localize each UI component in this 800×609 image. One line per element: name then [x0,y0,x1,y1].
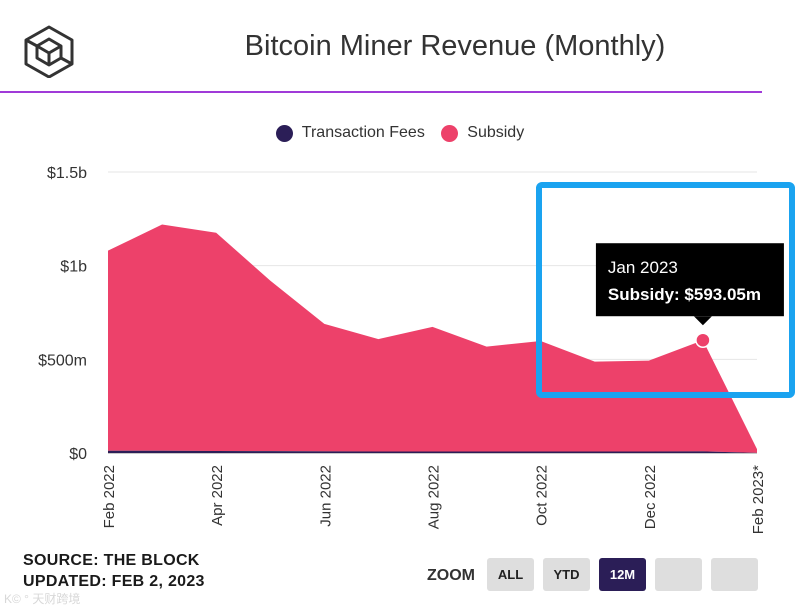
hover-point-marker[interactable] [695,332,711,348]
the-block-logo-icon [24,25,74,78]
y-tick-label: $1.5b [47,165,87,182]
zoom-12m-button[interactable]: 12M [599,558,646,591]
legend-label-subsidy: Subsidy [467,124,525,141]
zoom-all-button[interactable]: ALL [487,558,534,591]
series-area-transaction-fees[interactable] [108,450,757,453]
title-divider [0,91,762,93]
zoom-ytd-button[interactable]: YTD [543,558,590,591]
tooltip-arrow [693,316,712,326]
chart-legend: Transaction Fees Subsidy [0,124,800,147]
tooltip-title: Jan 2023 [608,258,678,277]
watermark: K© ° 天财跨境 [4,592,81,606]
x-tick-label: Aug 2022 [426,465,443,529]
zoom-label: ZOOM [427,567,475,584]
page-title: Bitcoin Miner Revenue (Monthly) [244,30,666,62]
legend-item-transaction-fees[interactable]: Transaction Fees [275,124,425,142]
x-tick-label: Apr 2022 [209,465,226,526]
x-tick-label: Oct 2022 [534,465,551,526]
x-tick-label: Jun 2022 [317,465,334,527]
tooltip-value: Subsidy: $593.05m [608,285,761,304]
legend-marker-fees [275,124,293,142]
legend-label-fees: Transaction Fees [301,124,425,141]
legend-item-subsidy[interactable]: Subsidy [441,124,524,142]
tooltip-box [595,243,784,317]
x-tick-label: Feb 2022 [101,465,118,528]
x-tick-label: Dec 2022 [642,465,659,529]
y-tick-label: $1b [60,259,87,276]
highlight-box [536,182,795,398]
source-text: SOURCE: THE BLOCK [23,552,200,569]
y-tick-label: $0 [69,446,87,463]
updated-text: UPDATED: FEB 2, 2023 [23,573,205,590]
x-tick-label: Feb 2023* [750,465,767,534]
y-tick-label: $500m [38,352,87,369]
legend-marker-subsidy [441,124,459,142]
zoom-button-blank-2[interactable] [711,558,758,591]
zoom-button-blank-1[interactable] [655,558,702,591]
